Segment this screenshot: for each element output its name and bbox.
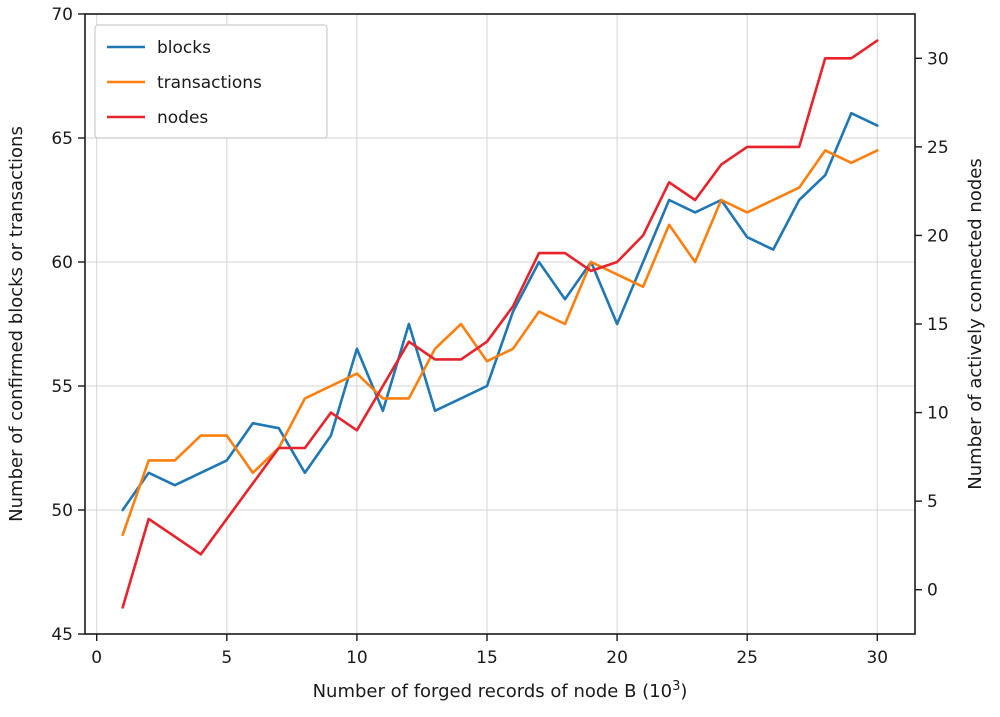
legend: blocks transactions nodes [94,24,328,139]
series-line-blocks [121,111,879,512]
legend-label: nodes [157,108,208,128]
y-axis-right-label: Number of actively connected nodes [965,158,986,489]
data-series [121,39,879,609]
y-left-tick-label: 50 [51,501,73,521]
y-left-tick-label: 70 [51,5,73,25]
legend-item-nodes: nodes [107,108,208,128]
x-tick-label: 5 [221,648,232,668]
x-tick-label: 20 [606,648,628,668]
y-left-tick-label: 65 [51,129,73,149]
y-right-tick-label: 15 [927,315,949,335]
x-axis: 0 5 10 15 20 25 30 [91,634,888,668]
y-right-tick-label: 30 [927,49,949,69]
y-axis-left-label: Number of confirmed blocks or transactio… [6,126,27,522]
y-left-tick-label: 45 [51,625,73,645]
y-right-tick-label: 20 [927,226,949,246]
legend-label: transactions [157,73,262,93]
x-tick-label: 30 [866,648,888,668]
x-tick-label: 10 [346,648,368,668]
x-tick-label: 0 [91,648,102,668]
x-tick-label: 25 [736,648,758,668]
legend-item-blocks: blocks [107,38,211,58]
y-right-tick-label: 10 [927,404,949,424]
y-left-tick-label: 55 [51,377,73,397]
y-axis-left: 45 50 55 60 65 70 [51,5,85,645]
legend-item-transactions: transactions [107,73,262,93]
y-left-tick-label: 60 [51,253,73,273]
x-axis-label: Number of forged records of node B (103) [313,679,688,702]
series-line-transactions [121,149,879,537]
legend-label: blocks [157,38,211,58]
series-line-nodes [121,39,879,609]
x-tick-label: 15 [476,648,498,668]
y-axis-right: 0 5 10 15 20 25 30 [915,49,949,601]
legend-box [94,24,328,139]
y-right-tick-label: 0 [927,581,938,601]
y-right-tick-label: 25 [927,138,949,158]
y-right-tick-label: 5 [927,492,938,512]
